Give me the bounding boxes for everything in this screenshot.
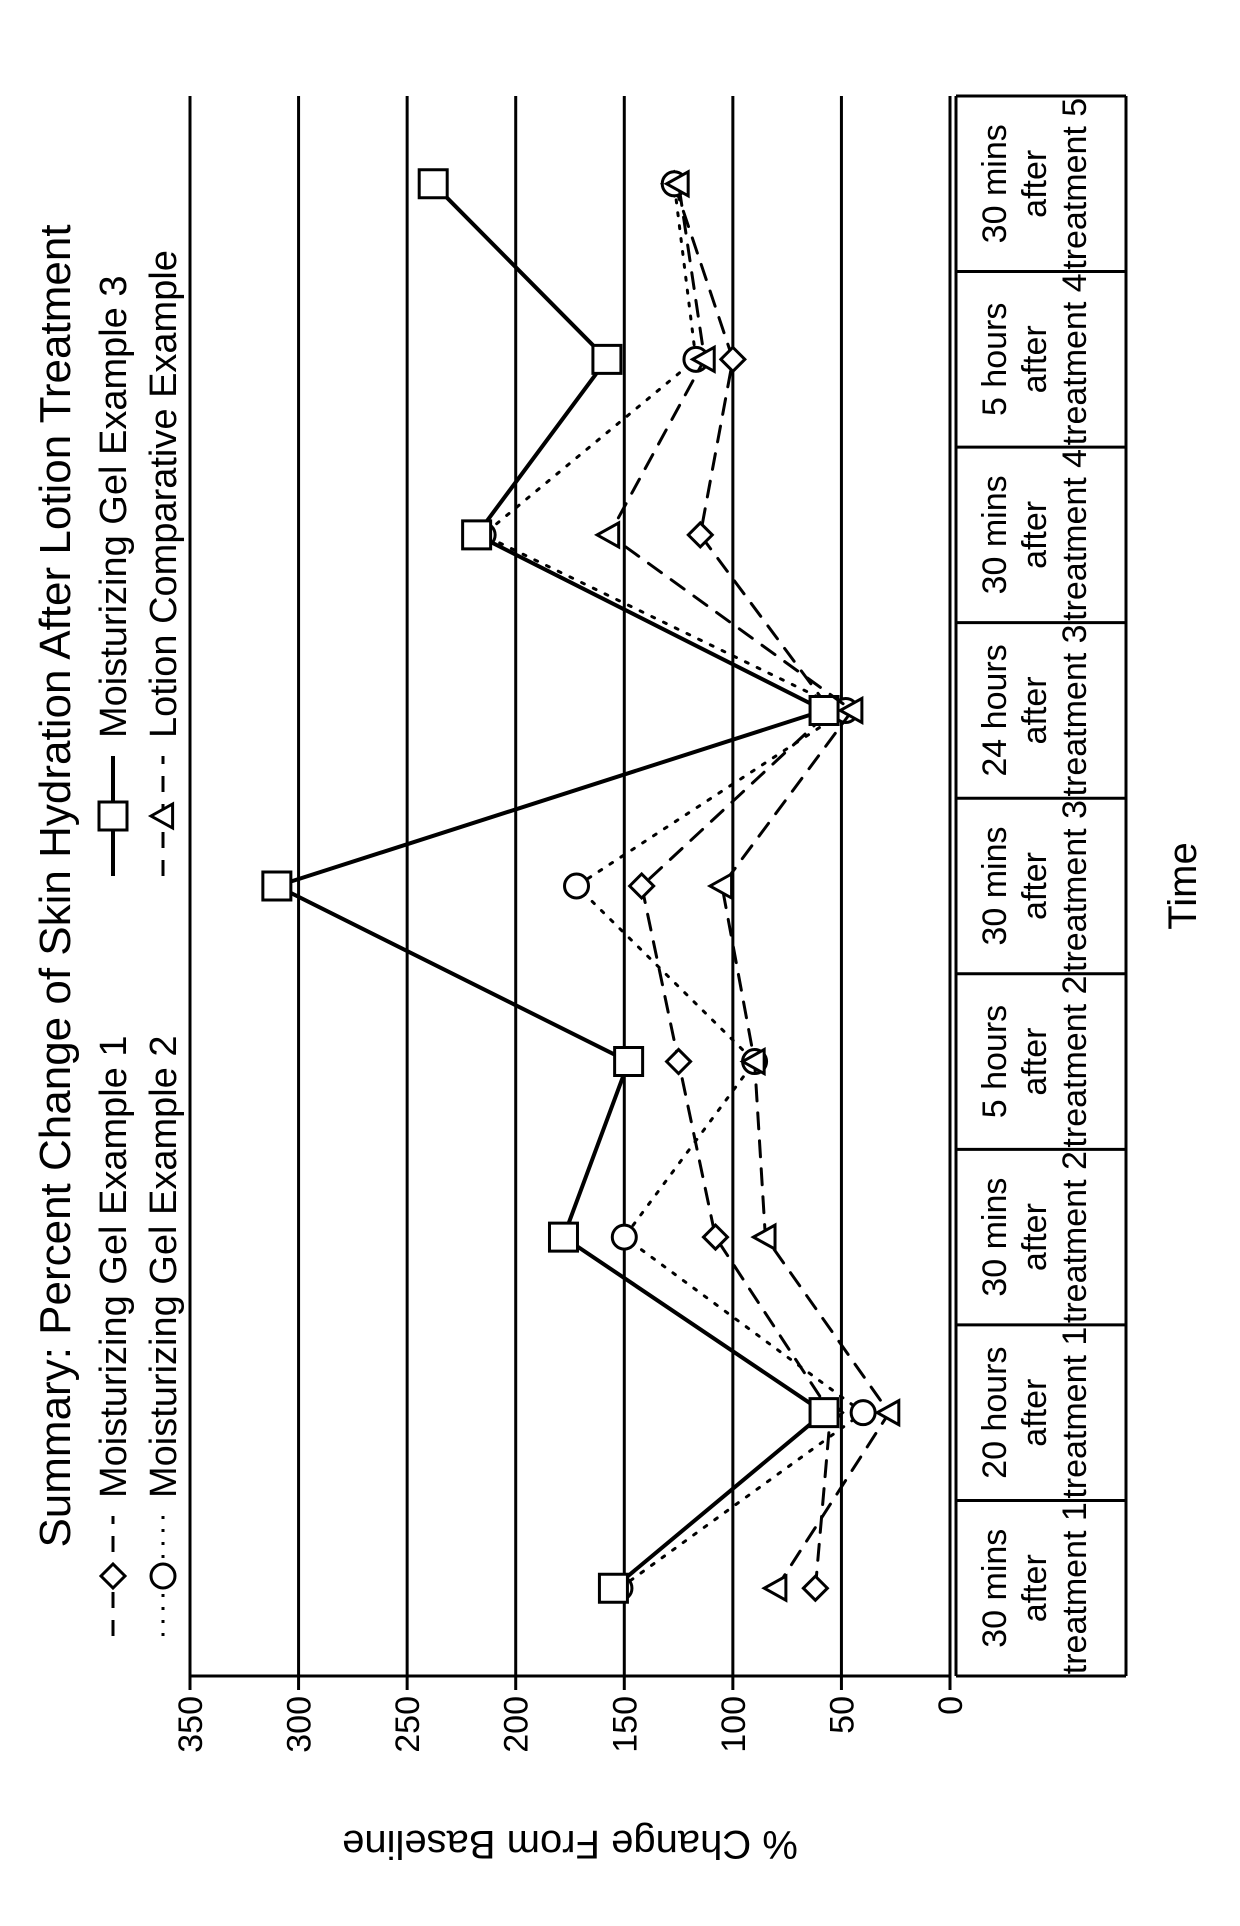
series-marker bbox=[263, 872, 291, 900]
series-marker bbox=[593, 345, 621, 373]
series-marker bbox=[810, 696, 838, 724]
series-marker bbox=[599, 1574, 627, 1602]
series-marker bbox=[565, 874, 589, 898]
y-tick-label: 0 bbox=[932, 1696, 970, 1715]
series-marker bbox=[612, 1225, 636, 1249]
legend-label: Moisturizing Gel Example 1 bbox=[93, 1035, 135, 1498]
hydration-line-chart: Summary: Percent Change of Skin Hydratio… bbox=[0, 0, 1240, 1926]
x-axis-title: Time bbox=[1161, 842, 1205, 929]
y-tick-label: 300 bbox=[281, 1696, 319, 1753]
legend-label: Moisturizing Gel Example 2 bbox=[143, 1035, 185, 1498]
y-tick-label: 200 bbox=[498, 1696, 536, 1753]
y-tick-label: 100 bbox=[715, 1696, 753, 1753]
y-tick-label: 350 bbox=[172, 1696, 210, 1753]
y-tick-label: 50 bbox=[823, 1696, 861, 1734]
series-marker bbox=[549, 1223, 577, 1251]
series-marker bbox=[810, 1399, 838, 1427]
legend-label: Lotion Comparative Example bbox=[143, 250, 185, 738]
series-marker bbox=[419, 170, 447, 198]
series-marker bbox=[615, 1048, 643, 1076]
chart-stage: Summary: Percent Change of Skin Hydratio… bbox=[0, 0, 1240, 1926]
legend-label: Moisturizing Gel Example 3 bbox=[93, 275, 135, 738]
series-marker bbox=[851, 1401, 875, 1425]
legend-marker bbox=[99, 802, 127, 830]
legend-marker bbox=[151, 1564, 175, 1588]
y-tick-label: 150 bbox=[606, 1696, 644, 1753]
series-marker bbox=[463, 521, 491, 549]
y-axis-title: % Change From Baseline bbox=[342, 1822, 798, 1866]
chart-title: Summary: Percent Change of Skin Hydratio… bbox=[31, 224, 80, 1547]
y-tick-label: 250 bbox=[389, 1696, 427, 1753]
